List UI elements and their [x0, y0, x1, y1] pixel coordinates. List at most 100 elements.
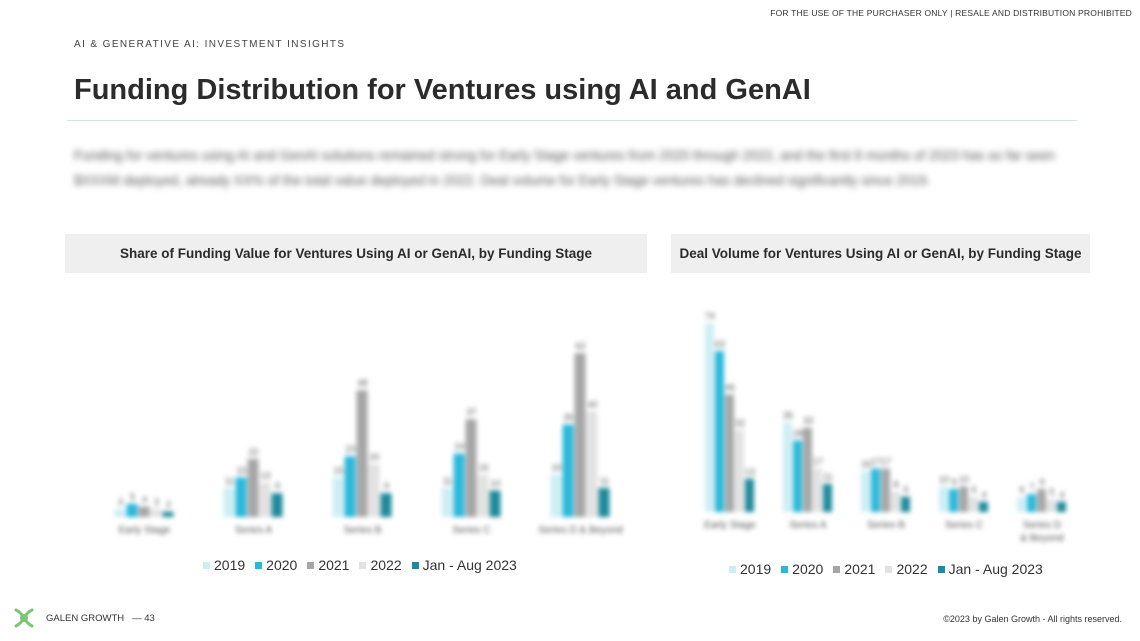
- footer-brand-name: GALEN GROWTH: [46, 612, 125, 624]
- bar-chart-right-1-1: [793, 440, 802, 512]
- legend-item-3: 2022: [359, 557, 402, 573]
- data-label-chart-right-3-2: 10: [959, 474, 969, 484]
- bar-chart-left-1-2: [247, 458, 259, 517]
- legend-label: 2021: [844, 561, 876, 577]
- bar-chart-left-4-4: [598, 487, 610, 517]
- data-label-chart-right-2-2: 17: [881, 457, 891, 467]
- legend-label: Jan - Aug 2023: [422, 557, 517, 573]
- legend-swatch: [359, 561, 367, 569]
- legend-item-2: 2021: [307, 557, 349, 573]
- data-label-chart-right-2-0: 16: [861, 459, 871, 469]
- legend-swatch: [833, 565, 841, 573]
- data-label-chart-right-4-0: 6: [1019, 485, 1024, 495]
- legend-swatch: [255, 561, 263, 569]
- data-label-chart-right-4-3: 5: [1049, 487, 1054, 497]
- legend-item-3: 2022: [885, 561, 928, 577]
- category-label-chart-right-4: & Beyond: [1020, 533, 1063, 544]
- data-label-chart-left-3-2: 37: [466, 407, 476, 417]
- bar-chart-left-2-0: [332, 477, 344, 517]
- data-label-chart-right-0-4: 13: [745, 467, 755, 477]
- category-label-chart-right-1: Series A: [789, 520, 827, 531]
- deal-volume-legend: 2019 2020 2021 2022 Jan - Aug 2023: [729, 561, 1043, 577]
- bar-chart-right-3-0: [939, 486, 948, 512]
- data-label-chart-left-1-0: 11: [225, 476, 234, 486]
- bar-chart-right-3-3: [969, 496, 978, 512]
- data-label-chart-right-3-0: 10: [939, 474, 949, 484]
- bar-chart-left-2-2: [356, 390, 368, 517]
- bar-chart-left-4-1: [562, 424, 574, 517]
- bar-chart-left-1-3: [259, 482, 271, 517]
- data-label-chart-left-0-0: 3: [118, 497, 123, 507]
- data-label-chart-left-1-1: 15: [236, 465, 246, 475]
- data-label-chart-left-1-4: 9: [275, 481, 280, 491]
- funding-value-legend: 2019 2020 2021 2022 Jan - Aug 2023: [203, 557, 517, 573]
- legend-swatch: [307, 561, 315, 569]
- data-label-chart-right-1-4: 11: [823, 472, 832, 482]
- data-label-chart-right-4-2: 9: [1039, 477, 1044, 487]
- data-label-chart-left-4-0: 16: [551, 463, 561, 473]
- bar-chart-left-0-2: [138, 506, 150, 517]
- data-label-chart-left-0-1: 5: [130, 492, 135, 502]
- data-label-chart-left-0-3: 3: [154, 497, 159, 507]
- category-label-chart-right-4: Series D: [1023, 520, 1061, 531]
- legend-item-2: 2021: [833, 561, 875, 577]
- data-label-chart-right-0-2: 46: [725, 382, 735, 392]
- footer-page-number: — 43: [132, 612, 155, 624]
- bar-chart-right-4-3: [1047, 499, 1056, 512]
- legend-item-0: 2019: [203, 557, 245, 573]
- legend-item-1: 2020: [781, 561, 823, 577]
- data-label-chart-left-2-0: 15: [333, 465, 343, 475]
- data-label-chart-right-4-1: 7: [1029, 482, 1034, 492]
- category-label-chart-right-0: Early Stage: [704, 520, 756, 531]
- data-label-chart-left-0-2: 4: [142, 494, 147, 504]
- bar-chart-left-4-0: [550, 474, 562, 517]
- chart-title-funding-value: Share of Funding Value for Ventures Usin…: [65, 234, 647, 273]
- bar-chart-left-3-1: [453, 453, 465, 517]
- data-label-chart-left-2-4: 9: [384, 481, 389, 491]
- legend-swatch: [885, 565, 893, 573]
- bar-chart-right-4-0: [1017, 496, 1026, 512]
- data-label-chart-left-4-4: 11: [600, 476, 609, 486]
- page-title: Funding Distribution for Ventures using …: [74, 74, 811, 106]
- bar-chart-right-0-3: [735, 430, 744, 512]
- data-label-chart-left-3-1: 24: [454, 442, 464, 452]
- data-label-chart-right-0-0: 74: [705, 311, 715, 321]
- bar-chart-left-2-3: [368, 464, 380, 517]
- bar-chart-left-3-2: [465, 419, 477, 517]
- category-label-chart-left-3: Series C: [452, 525, 490, 536]
- bar-chart-left-1-0: [223, 487, 235, 517]
- bar-chart-right-0-2: [725, 394, 734, 512]
- data-label-chart-right-1-2: 33: [803, 416, 813, 426]
- data-label-chart-left-2-1: 23: [345, 444, 355, 454]
- data-label-chart-right-0-1: 63: [715, 339, 725, 349]
- bar-chart-right-1-0: [783, 422, 792, 512]
- data-label-chart-right-1-0: 35: [783, 411, 793, 421]
- galen-growth-logo-icon: [10, 604, 38, 632]
- bar-chart-left-0-1: [126, 503, 138, 517]
- data-label-chart-right-2-1: 17: [871, 457, 881, 467]
- data-label-chart-right-0-3: 32: [735, 418, 745, 428]
- legend-label: 2019: [214, 557, 246, 573]
- chart-title-deal-volume: Deal Volume for Ventures Using AI or Gen…: [671, 234, 1090, 273]
- data-label-chart-right-1-1: 28: [793, 428, 803, 438]
- intro-paragraph: Funding for ventures using AI and GenAI …: [74, 148, 1055, 188]
- data-label-chart-left-4-2: 62: [575, 341, 585, 351]
- bar-chart-left-3-3: [477, 474, 489, 517]
- footer-brand: GALEN GROWTH — 43: [10, 604, 155, 632]
- data-label-chart-left-2-3: 20: [369, 452, 379, 462]
- bar-chart-right-3-2: [959, 486, 968, 512]
- data-label-chart-left-4-3: 40: [587, 399, 597, 409]
- bar-chart-right-2-1: [871, 468, 880, 512]
- data-label-chart-right-1-3: 17: [813, 457, 823, 467]
- bar-chart-left-2-4: [380, 493, 392, 517]
- bar-chart-left-3-0: [441, 487, 453, 517]
- bar-chart-right-0-0: [705, 322, 714, 512]
- footer-copyright: ©2023 by Galen Growth - All rights reser…: [943, 614, 1122, 624]
- legend-label: 2022: [370, 557, 402, 573]
- legend-item-1: 2020: [255, 557, 297, 573]
- legend-swatch: [937, 565, 945, 573]
- bar-chart-right-1-4: [823, 483, 832, 512]
- data-label-chart-left-3-0: 11: [443, 476, 452, 486]
